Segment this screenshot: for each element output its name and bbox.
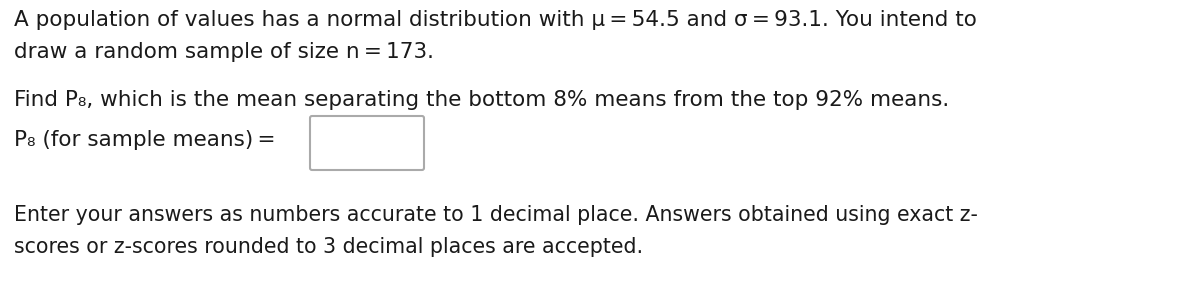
Text: Enter your answers as numbers accurate to 1 decimal place. Answers obtained usin: Enter your answers as numbers accurate t… bbox=[14, 205, 978, 225]
Text: A population of values has a normal distribution with μ = 54.5 and σ = 93.1. You: A population of values has a normal dist… bbox=[14, 10, 977, 30]
Text: draw a random sample of size n = 173.: draw a random sample of size n = 173. bbox=[14, 42, 434, 62]
Text: scores or z-scores rounded to 3 decimal places are accepted.: scores or z-scores rounded to 3 decimal … bbox=[14, 237, 643, 257]
Text: Find P₈, which is the mean separating the bottom 8% means from the top 92% means: Find P₈, which is the mean separating th… bbox=[14, 90, 949, 110]
Text: P₈ (for sample means) =: P₈ (for sample means) = bbox=[14, 130, 276, 150]
FancyBboxPatch shape bbox=[310, 116, 424, 170]
